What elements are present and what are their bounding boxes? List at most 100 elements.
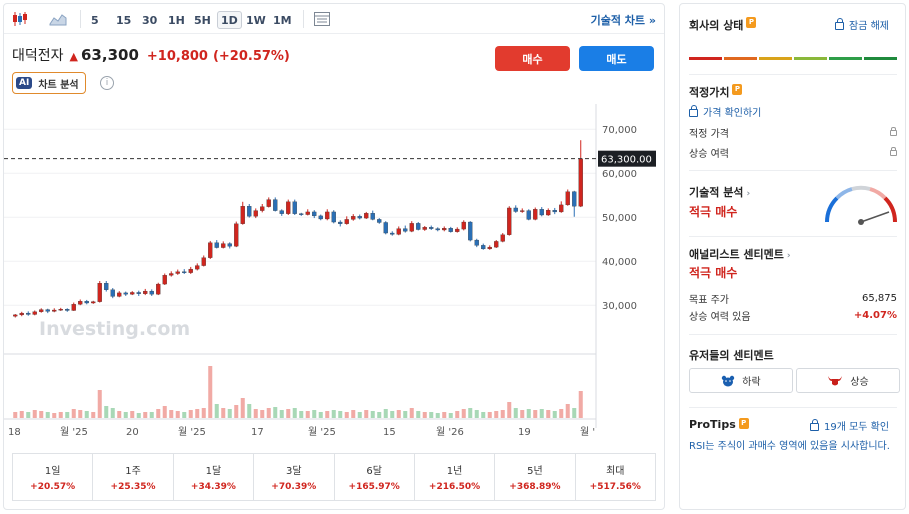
period-cell[interactable]: 1년 +216.50% bbox=[415, 454, 496, 500]
table-view-icon[interactable] bbox=[312, 10, 332, 28]
timeframe-1w[interactable]: 1W bbox=[246, 13, 266, 27]
candle-body bbox=[331, 211, 336, 223]
candle-body bbox=[533, 209, 538, 220]
volume-bar bbox=[377, 412, 382, 418]
x-tick-label: 20 bbox=[126, 427, 139, 438]
health-segment bbox=[829, 57, 862, 60]
sell-button[interactable]: 매도 bbox=[579, 46, 654, 71]
toolbar-divider bbox=[80, 10, 81, 28]
check-price-label: 가격 확인하기 bbox=[703, 108, 762, 119]
volume-bar bbox=[507, 402, 512, 418]
candle-body bbox=[136, 292, 141, 294]
lock-icon bbox=[890, 126, 897, 136]
buy-button[interactable]: 매수 bbox=[495, 46, 570, 71]
candle-body bbox=[117, 292, 122, 297]
candle-body bbox=[318, 215, 323, 220]
chevron-right-icon: › bbox=[786, 251, 791, 261]
candle-body bbox=[221, 243, 226, 248]
candle-body bbox=[32, 311, 37, 315]
period-cell[interactable]: 1주 +25.35% bbox=[93, 454, 174, 500]
volume-bar bbox=[52, 413, 57, 418]
candle-body bbox=[58, 309, 63, 311]
health-segment bbox=[689, 57, 722, 60]
see-all-protips-link[interactable]: 19개 모두 확인 bbox=[810, 418, 889, 433]
ai-chart-analysis-button[interactable]: AI 차트 분석 bbox=[12, 72, 86, 94]
bullish-label: 상승 bbox=[850, 377, 869, 388]
chevron-right-icon: › bbox=[746, 189, 751, 199]
protips-label: ProTips bbox=[689, 418, 736, 431]
volume-bar bbox=[201, 408, 206, 418]
period-label: 3달 bbox=[286, 466, 302, 477]
info-icon[interactable]: i bbox=[100, 76, 114, 90]
protip-text[interactable]: RSI는 주식이 과매수 영역에 있음을 시사합니다. bbox=[689, 441, 890, 452]
timeframe-15[interactable]: 15 bbox=[116, 13, 132, 27]
volume-bar bbox=[448, 413, 453, 418]
candle-body bbox=[39, 309, 44, 312]
fair-price-label: 적정 가격 bbox=[689, 129, 729, 140]
bull-icon bbox=[828, 375, 843, 385]
pro-badge-icon: P bbox=[738, 418, 749, 429]
period-cell[interactable]: 5년 +368.89% bbox=[495, 454, 576, 500]
timeframe-1m[interactable]: 1M bbox=[273, 13, 292, 27]
check-price-link[interactable]: 가격 확인하기 bbox=[689, 104, 761, 119]
user-sentiment-title: 유저들의 센티멘트 bbox=[689, 349, 774, 362]
bearish-button[interactable]: 하락 bbox=[689, 368, 793, 393]
timeframe-30[interactable]: 30 bbox=[142, 13, 158, 27]
technical-chart-link[interactable]: 기술적 차트 » bbox=[591, 12, 656, 28]
x-tick-label: 18 bbox=[8, 427, 21, 438]
y-tick-label: 30,000 bbox=[602, 301, 637, 312]
lock-icon bbox=[835, 17, 844, 30]
candle-body bbox=[130, 292, 135, 295]
volume-bar bbox=[468, 408, 473, 418]
candle-body bbox=[214, 242, 219, 248]
period-cell[interactable]: 3달 +70.39% bbox=[254, 454, 335, 500]
volume-bar bbox=[84, 411, 89, 418]
volume-bar bbox=[32, 410, 37, 418]
analyst-sentiment-link[interactable]: 애널리스트 센티멘트 › bbox=[689, 246, 791, 262]
volume-bar bbox=[195, 409, 200, 418]
candle-body bbox=[279, 210, 284, 214]
timeframe-1d[interactable]: 1D bbox=[217, 11, 242, 29]
volume-bar bbox=[175, 411, 180, 418]
bullish-button[interactable]: 상승 bbox=[796, 368, 900, 393]
volume-bar bbox=[487, 412, 492, 418]
volume-bar bbox=[494, 411, 499, 418]
timeframe-5[interactable]: 5 bbox=[91, 13, 99, 27]
price-chart[interactable]: 70,000 60,000 50,000 40,000 30,000 Investing.… bbox=[4, 104, 664, 444]
volume-bar bbox=[208, 366, 213, 418]
timeframe-1h[interactable]: 1H bbox=[168, 13, 185, 27]
candle-body bbox=[487, 246, 492, 250]
volume-bar bbox=[19, 411, 24, 418]
candle-body bbox=[481, 245, 486, 250]
timeframe-5h[interactable]: 5H bbox=[194, 13, 211, 27]
period-cell[interactable]: 1달 +34.39% bbox=[174, 454, 255, 500]
volume-bar bbox=[422, 412, 427, 418]
divider bbox=[689, 334, 897, 335]
candlestick-chart-icon[interactable] bbox=[10, 10, 30, 28]
period-cell[interactable]: 최대 +517.56% bbox=[576, 454, 655, 500]
period-cell[interactable]: 6달 +165.97% bbox=[335, 454, 415, 500]
area-chart-icon[interactable] bbox=[48, 10, 68, 28]
pro-badge-icon: P bbox=[732, 84, 743, 95]
volume-bar bbox=[188, 410, 193, 418]
lock-icon bbox=[890, 146, 897, 156]
watermark-text: Investing.com bbox=[39, 318, 190, 340]
technical-gauge-icon bbox=[825, 185, 897, 225]
candle-body bbox=[344, 219, 349, 224]
volume-bar bbox=[91, 412, 96, 418]
candle-body bbox=[84, 301, 89, 304]
volume-bar bbox=[110, 408, 115, 418]
volume-bar bbox=[299, 411, 304, 418]
period-performance-table: 1일 +20.57% 1주 +25.35% 1달 +34.39% 3달 +70.39% … bbox=[12, 453, 656, 501]
candle-body bbox=[91, 301, 96, 304]
period-cell[interactable]: 1일 +20.57% bbox=[13, 454, 94, 500]
candle-body bbox=[377, 219, 382, 223]
volume-bar bbox=[266, 408, 271, 418]
candle-body bbox=[429, 227, 434, 229]
candle-body bbox=[442, 228, 447, 231]
technical-analysis-link[interactable]: 기술적 분석 › bbox=[689, 184, 750, 200]
volume-bar bbox=[13, 412, 18, 418]
volume-bar bbox=[234, 405, 239, 418]
unlock-link[interactable]: 잠금 해제 bbox=[835, 17, 889, 32]
health-segment bbox=[864, 57, 897, 60]
